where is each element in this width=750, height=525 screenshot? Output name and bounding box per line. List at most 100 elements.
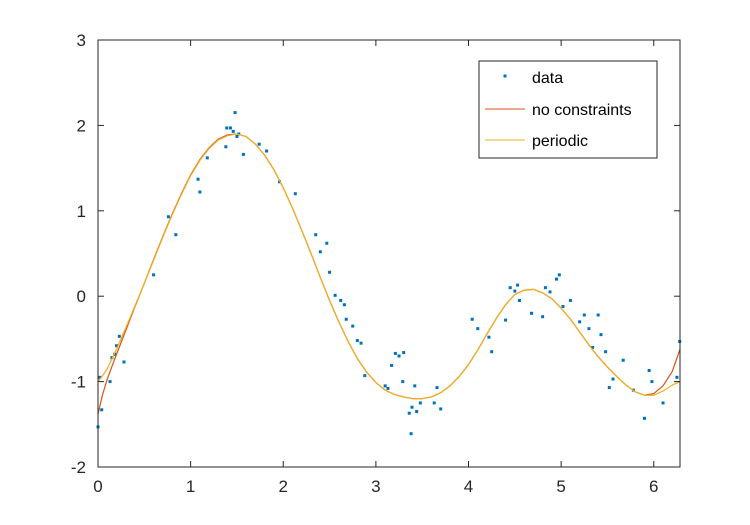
data-point: [407, 411, 411, 415]
data-point: [235, 135, 239, 138]
data-point: [541, 315, 545, 319]
data-point: [599, 333, 603, 337]
x-tick-label: 6: [649, 477, 658, 496]
data-point: [174, 233, 178, 237]
data-point: [516, 283, 520, 287]
data-point: [611, 377, 615, 381]
legend-label-data: data: [532, 70, 563, 87]
x-tick-label: 0: [93, 477, 102, 496]
data-point: [487, 335, 491, 339]
data-point: [342, 303, 346, 307]
data-point: [117, 334, 121, 338]
data-point: [233, 111, 237, 115]
data-point: [432, 401, 436, 405]
data-point: [647, 369, 651, 372]
data-point: [582, 313, 586, 317]
series-layer: [96, 111, 682, 436]
legend-marker-data: [503, 74, 507, 78]
data-point: [517, 298, 521, 302]
plot-frame: [97, 39, 681, 468]
y-tick-label: -1: [71, 373, 86, 392]
y-axis: -2 -1 0 1 2 3: [71, 31, 680, 477]
x-tick-label: 1: [186, 477, 195, 496]
data-point: [401, 380, 405, 384]
data-point: [561, 304, 565, 308]
data-point: [328, 270, 332, 274]
data-point: [386, 386, 390, 390]
data-point: [410, 405, 414, 409]
data-point: [241, 152, 245, 156]
data-point: [363, 374, 367, 378]
x-axis: 0 1 2 3 4 5 6: [93, 40, 659, 496]
data-point: [166, 215, 170, 219]
data-point: [225, 126, 229, 130]
data-point: [548, 290, 552, 294]
y-tick-label: 0: [77, 287, 86, 306]
data-point: [228, 126, 232, 130]
data-point: [231, 129, 235, 133]
data-point: [402, 351, 406, 355]
x-tick-label: 4: [464, 477, 473, 496]
data-point: [504, 318, 508, 322]
data-point: [397, 354, 401, 358]
y-tick-label: 2: [77, 116, 86, 135]
data-point: [675, 375, 679, 379]
data-point: [293, 192, 297, 196]
data-point: [439, 407, 443, 411]
data-point: [325, 241, 329, 245]
legend-entry-no-constraints: no constraints: [485, 102, 632, 119]
data-point: [314, 233, 318, 237]
data-point: [108, 380, 112, 384]
data-point: [661, 401, 665, 405]
data-point: [578, 320, 582, 324]
data-point: [418, 401, 422, 405]
data-point: [198, 190, 202, 194]
data-point: [100, 408, 104, 412]
legend-entry-data: data: [503, 70, 563, 87]
data-point: [596, 313, 600, 317]
data-point: [390, 363, 394, 367]
data-point: [318, 250, 322, 254]
data-point: [265, 149, 269, 153]
data-point: [152, 273, 156, 277]
data-point: [604, 350, 608, 354]
data-point: [508, 286, 512, 290]
legend-label-no-constraints: no constraints: [532, 102, 632, 119]
y-tick-label: 3: [77, 31, 86, 50]
data-point: [383, 384, 387, 388]
data-point: [339, 298, 343, 302]
data-point: [359, 341, 363, 345]
data-point: [555, 277, 559, 281]
data-point: [409, 432, 413, 436]
data-point: [470, 317, 474, 321]
x-tick-label: 3: [371, 477, 380, 496]
data-point: [115, 344, 119, 348]
data-point: [196, 177, 200, 181]
data-point: [393, 351, 397, 355]
x-tick-label: 2: [279, 477, 288, 496]
data-point: [355, 339, 359, 343]
data-point: [413, 384, 417, 388]
legend: data no constraints periodic: [478, 60, 658, 159]
data-point: [351, 324, 355, 328]
data-point: [476, 327, 480, 331]
data-point: [587, 327, 591, 331]
data-point: [568, 298, 572, 302]
data-point: [333, 293, 337, 297]
legend-label-periodic: periodic: [532, 133, 588, 150]
data-point: [205, 156, 209, 160]
data-point: [344, 317, 348, 321]
data-point: [607, 386, 611, 390]
data-point: [224, 145, 228, 149]
data-point: [415, 409, 419, 413]
data-point: [98, 375, 102, 379]
x-tick-label: 5: [556, 477, 565, 496]
data-point: [122, 360, 126, 364]
legend-entry-periodic: periodic: [485, 133, 588, 150]
data-point: [513, 289, 517, 293]
data-point: [643, 416, 646, 420]
y-tick-label: -2: [71, 458, 86, 477]
data-point: [543, 286, 547, 290]
data-point: [591, 345, 595, 349]
